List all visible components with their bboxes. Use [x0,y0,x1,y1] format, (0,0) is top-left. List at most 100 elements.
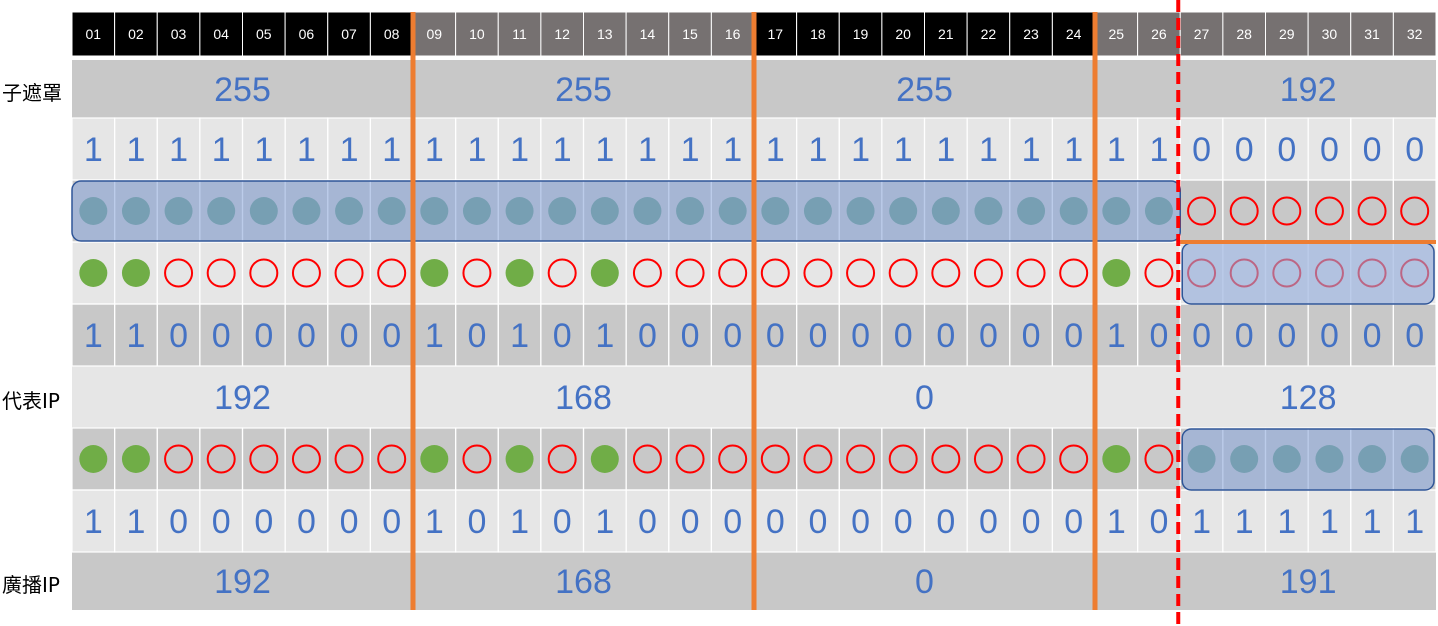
bit-value: 0 [1363,131,1382,169]
bit-value: 1 [510,503,529,541]
bit-number-label: 10 [469,26,485,42]
bit-value: 0 [979,317,998,355]
octet-value: 0 [915,379,934,417]
bit-value: 1 [126,131,145,169]
bit-number-label: 11 [512,26,527,42]
bit-value: 0 [1022,503,1041,541]
bit-value: 1 [553,131,572,169]
bit-value: 0 [254,317,273,355]
bit-value: 0 [1149,503,1168,541]
bit-value: 0 [681,503,700,541]
bit-number-label: 29 [1279,26,1295,42]
bit-header-cell [1137,11,1181,57]
bit-number-header: 01 02 03 04 05 06 07 08 09 10 11 12 13 14 15 16 17 18 19 20… [71,11,1437,57]
bit-value: 1 [595,317,614,355]
empty-bit-ring [888,258,918,288]
bit-header-cell [1222,11,1266,57]
empty-bit-ring [1314,196,1344,226]
set-bit-dot [505,445,534,473]
set-bit-dot [1102,259,1131,287]
bit-header-cell [71,11,116,57]
bit-value: 1 [425,317,444,355]
bit-value: 1 [340,131,359,169]
bit-value: 1 [1363,503,1382,541]
bit-number-label: 08 [384,26,400,42]
bit-number-label: 20 [895,26,911,42]
bit-header-cell [1392,11,1437,57]
bit-number-label: 01 [86,26,102,42]
bit-header-cell [753,11,798,57]
bit-value: 0 [1022,317,1041,355]
bit-number-label: 31 [1364,26,1380,42]
bit-value: 0 [681,317,700,355]
bit-number-label: 24 [1066,26,1082,42]
bit-value: 1 [1320,503,1339,541]
empty-bit-ring [760,258,790,288]
bit-value: 0 [212,317,231,355]
bit-value: 0 [1405,317,1424,355]
empty-bit-ring [547,444,577,474]
bit-value: 0 [894,317,913,355]
bit-value: 1 [297,131,316,169]
bit-header-cell [1307,11,1352,57]
network-portion-highlight [71,180,1181,242]
empty-bit-ring [632,258,662,288]
bit-value: 0 [723,317,742,355]
empty-bit-ring [1059,444,1089,474]
empty-bit-ring [718,258,748,288]
bit-value: 0 [382,503,401,541]
bit-value: 1 [84,131,103,169]
bit-number-label: 09 [427,26,443,42]
octet-value: 128 [1280,379,1337,417]
empty-bit-ring [291,258,321,288]
octet-value: 168 [555,379,612,417]
bit-header-cell [1009,11,1053,57]
bit-header-cell [966,11,1011,57]
bit-value: 1 [723,131,742,169]
empty-bit-ring [547,258,577,288]
bit-value: 0 [1064,503,1083,541]
bit-number-label: 04 [213,26,229,42]
octet-value: 255 [555,71,612,109]
bit-value: 1 [1235,503,1254,541]
bit-header-cell [497,11,542,57]
bit-value: 0 [936,503,955,541]
bit-value: 0 [297,503,316,541]
bit-value: 1 [1277,503,1296,541]
bit-value: 0 [169,503,188,541]
bit-value: 0 [553,317,572,355]
separator-lines [410,0,1436,626]
bit-header-cell [1350,11,1394,57]
bit-number-label: 12 [554,26,570,42]
empty-bit-ring [803,258,833,288]
bit-value: 0 [638,503,657,541]
set-bit-dot [590,259,619,287]
bit-value: 0 [1277,317,1296,355]
bit-number-label: 25 [1109,26,1125,42]
empty-bit-ring [291,444,321,474]
empty-bit-ring [164,444,194,474]
bit-value: 1 [510,131,529,169]
bit-value: 0 [638,317,657,355]
octet-value: 192 [1280,71,1337,109]
bit-value: 1 [851,131,870,169]
empty-bit-ring [846,444,876,474]
bit-header-cell [924,11,968,57]
octet-value: 192 [214,379,271,417]
empty-bit-ring [973,258,1003,288]
bit-value: 0 [254,503,273,541]
bit-value: 1 [1107,503,1126,541]
bit-value: 0 [1235,131,1254,169]
bit-number-label: 26 [1151,26,1167,42]
bit-header-cell [583,11,627,57]
bit-header-cell [796,11,840,57]
bit-value: 1 [1149,131,1168,169]
bit-value: 0 [467,317,486,355]
empty-bit-ring [1144,258,1174,288]
bit-header-cell [114,11,158,57]
set-bit-dot [79,259,108,287]
bit-number-label: 06 [299,26,315,42]
bit-number-label: 21 [938,26,954,42]
set-bit-dot [1102,445,1131,473]
